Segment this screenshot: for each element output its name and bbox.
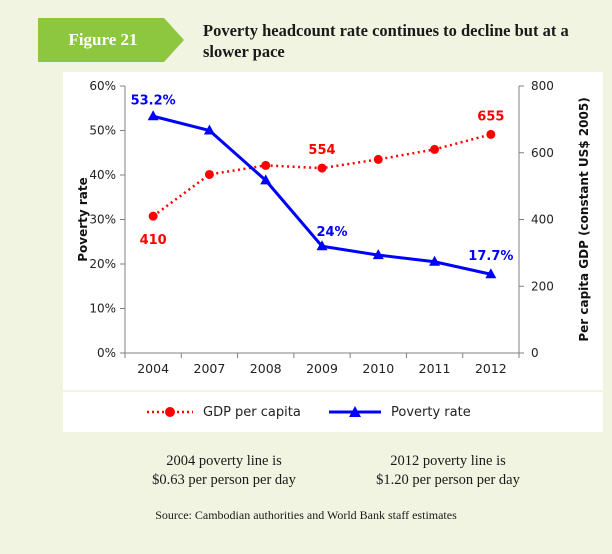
legend-item-poverty: Poverty rate [327,402,471,422]
note-2004-line1: 2004 poverty line is [166,453,282,469]
figure-badge: Figure 21 [38,18,184,62]
y-axis-title-right: Per capita GDP (constant US$ 2005) [577,97,591,341]
x-tick-label: 2011 [419,361,451,376]
poverty-point [316,240,328,251]
legend-swatch-gdp [147,407,193,417]
poverty-data-label: 24% [316,225,347,240]
gdp-point [204,169,214,179]
gdp-point [317,163,327,173]
source-note: Source: Cambodian authorities and World … [155,508,457,522]
poverty-point [147,110,159,121]
gdp-point [486,129,496,139]
chart-title: Poverty headcount rate continues to decl… [203,21,569,61]
x-tick-label: 2008 [250,361,282,376]
poverty-point [429,255,441,266]
gdp-point [148,211,158,221]
legend: GDP per capita Poverty rate [63,392,603,432]
y-tick-label-right: 800 [531,79,554,93]
gdp-point [261,160,271,170]
legend-label-gdp: GDP per capita [203,404,301,420]
gdp-point [373,154,383,164]
poverty-line [152,114,492,276]
badge-arrow-shape [38,18,184,62]
poverty-point [203,124,215,135]
y-tick-label-right: 400 [531,213,554,227]
x-tick-label: 2004 [137,361,169,376]
y-tick-label-left: 40% [89,168,116,182]
gdp-point [430,144,440,154]
y-tick-label-right: 600 [531,146,554,160]
y-tick-label-right: 0 [531,346,539,360]
y-tick-label-left: 20% [89,257,116,271]
note-2012-line2: $1.20 per person per day [376,472,520,488]
poverty-point [372,249,384,260]
plot-area: 0% 10% 20% 30% 40% 50% 60% 0 200 400 600 800 2004 200… [63,72,603,390]
poverty-point [260,174,272,185]
gdp-data-label: 655 [477,109,504,124]
y-tick-label-left: 60% [89,79,116,93]
x-tick-label: 2012 [475,361,507,376]
poverty-data-label: 53.2% [131,93,176,108]
gdp-data-label: 410 [140,233,167,248]
y-tick-label-left: 10% [89,302,116,316]
y-tick-label-left: 30% [89,213,116,227]
y-tick-label-left: 50% [89,124,116,138]
figure-label: Figure 21 [68,30,138,49]
chart-svg: 0% 10% 20% 30% 40% 50% 60% 0 200 400 600 800 2004 200… [76,79,591,376]
note-2004-line2: $0.63 per person per day [152,472,296,488]
gdp-data-label: 554 [308,143,335,158]
note-2012-line1: 2012 poverty line is [390,453,506,469]
note-2004: 2004 poverty line is $0.63 per person pe… [124,452,324,490]
legend-swatch-poverty [329,406,381,417]
y-tick-label-left: 0% [97,346,116,360]
poverty-data-label: 17.7% [468,249,513,264]
y-axis-title-left: Poverty rate [76,177,90,262]
x-tick-label: 2007 [194,361,226,376]
x-tick-label: 2009 [306,361,338,376]
y-tick-label-right: 200 [531,279,554,293]
note-2012: 2012 poverty line is $1.20 per person pe… [348,452,548,490]
legend-label-poverty: Poverty rate [391,404,471,420]
legend-item-gdp: GDP per capita [145,402,301,422]
x-tick-label: 2010 [362,361,394,376]
poverty-point [485,268,497,279]
